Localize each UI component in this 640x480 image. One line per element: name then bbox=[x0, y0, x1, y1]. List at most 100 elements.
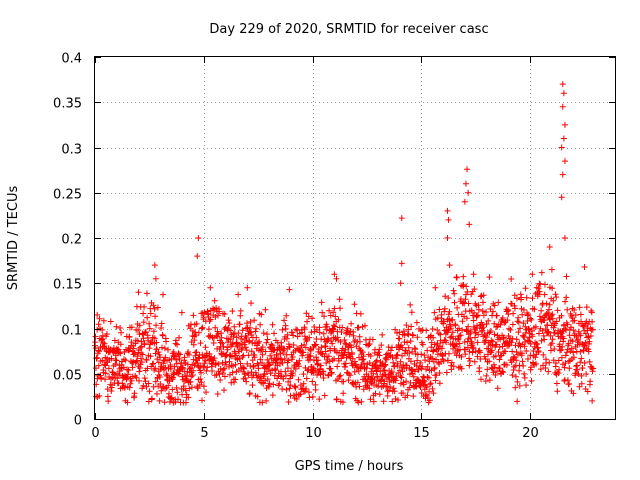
data-point bbox=[434, 340, 441, 347]
data-point bbox=[262, 306, 269, 313]
data-point bbox=[262, 348, 269, 355]
data-point bbox=[269, 321, 276, 328]
data-point bbox=[298, 342, 305, 349]
data-point bbox=[396, 329, 403, 336]
data-point bbox=[162, 354, 169, 361]
data-point bbox=[554, 307, 561, 314]
data-point bbox=[309, 315, 316, 322]
data-point bbox=[384, 392, 391, 399]
data-point bbox=[247, 324, 254, 331]
data-point bbox=[266, 380, 273, 387]
x-tick-label: 10 bbox=[305, 426, 322, 441]
data-point bbox=[391, 388, 398, 395]
data-point bbox=[338, 355, 345, 362]
data-point bbox=[561, 235, 568, 241]
data-point bbox=[254, 340, 261, 347]
data-point bbox=[568, 345, 575, 352]
data-point bbox=[235, 330, 242, 337]
data-point bbox=[574, 366, 581, 373]
data-point bbox=[259, 351, 266, 358]
data-point bbox=[269, 342, 276, 349]
data-point bbox=[514, 398, 521, 405]
data-point bbox=[546, 244, 553, 251]
data-point bbox=[209, 367, 216, 374]
data-point bbox=[283, 386, 290, 393]
data-point bbox=[427, 333, 434, 340]
data-point bbox=[168, 395, 175, 402]
data-point bbox=[169, 386, 176, 393]
data-point bbox=[212, 313, 219, 320]
data-point bbox=[407, 301, 414, 308]
data-point bbox=[241, 365, 248, 372]
data-point bbox=[271, 366, 278, 373]
data-point bbox=[429, 385, 436, 392]
data-point bbox=[400, 328, 407, 335]
data-points bbox=[92, 81, 597, 406]
data-point bbox=[96, 315, 103, 322]
data-point bbox=[586, 358, 593, 365]
data-point bbox=[551, 345, 558, 352]
data-point bbox=[376, 391, 383, 398]
data-point bbox=[457, 332, 464, 339]
data-point bbox=[94, 311, 101, 318]
data-point bbox=[232, 376, 239, 383]
data-point bbox=[293, 395, 300, 402]
data-point bbox=[561, 121, 568, 128]
data-point bbox=[525, 311, 532, 318]
data-point bbox=[428, 367, 435, 374]
data-point bbox=[429, 355, 436, 362]
data-point bbox=[174, 341, 181, 348]
data-point bbox=[424, 374, 431, 381]
data-point bbox=[380, 398, 387, 405]
data-point bbox=[371, 376, 378, 383]
data-point bbox=[527, 340, 534, 347]
data-point bbox=[427, 381, 434, 388]
data-point bbox=[589, 318, 596, 325]
data-point bbox=[113, 357, 120, 364]
data-point bbox=[163, 338, 170, 345]
data-point bbox=[506, 325, 513, 332]
data-point bbox=[440, 358, 447, 365]
data-point bbox=[522, 323, 529, 330]
data-point bbox=[345, 370, 352, 377]
data-point bbox=[324, 323, 331, 330]
data-point bbox=[473, 312, 480, 319]
data-point bbox=[383, 356, 390, 363]
data-point bbox=[339, 324, 346, 331]
data-point bbox=[456, 325, 463, 332]
data-point bbox=[450, 287, 457, 294]
data-point bbox=[387, 383, 394, 390]
data-point bbox=[584, 388, 591, 395]
data-point bbox=[497, 321, 504, 328]
data-point bbox=[577, 311, 584, 318]
data-point bbox=[388, 368, 395, 375]
data-point bbox=[423, 384, 430, 391]
data-point bbox=[560, 90, 567, 97]
data-point bbox=[460, 273, 467, 280]
data-point bbox=[450, 363, 457, 370]
data-point bbox=[329, 340, 336, 347]
data-point bbox=[182, 387, 189, 394]
data-point bbox=[348, 344, 355, 351]
data-point bbox=[571, 306, 578, 313]
data-point bbox=[361, 360, 368, 367]
data-point bbox=[158, 325, 165, 332]
data-point bbox=[466, 362, 473, 369]
data-point bbox=[491, 302, 498, 309]
data-point bbox=[357, 310, 364, 317]
data-point bbox=[328, 338, 335, 345]
data-point bbox=[101, 340, 108, 347]
data-point bbox=[158, 363, 165, 370]
data-point bbox=[200, 383, 207, 390]
data-point bbox=[494, 385, 501, 392]
data-point bbox=[108, 355, 115, 362]
y-tick-label: 0.25 bbox=[53, 188, 82, 203]
data-point bbox=[526, 338, 533, 345]
data-point bbox=[489, 338, 496, 345]
data-point bbox=[394, 362, 401, 369]
data-point bbox=[508, 339, 515, 346]
data-point bbox=[516, 382, 523, 389]
data-point bbox=[99, 332, 106, 339]
data-point bbox=[535, 330, 542, 337]
data-point bbox=[188, 384, 195, 391]
